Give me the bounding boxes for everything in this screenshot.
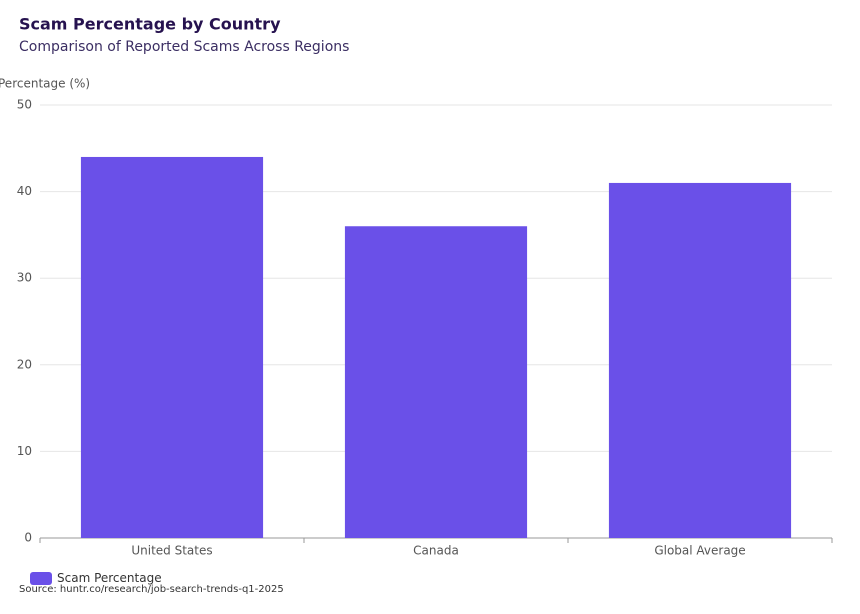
y-tick-label: 30 [17,271,32,285]
y-tick-label: 40 [17,184,32,198]
x-tick-label: Global Average [654,544,745,558]
legend-swatch [30,572,52,585]
bar [608,182,792,538]
legend-label: Scam Percentage [57,571,162,585]
chart-subtitle: Comparison of Reported Scams Across Regi… [19,39,349,55]
y-tick-label: 0 [24,531,32,545]
bar [344,226,528,539]
x-tick-label: United States [131,544,212,558]
bar [80,156,264,538]
source: Source: huntr.co/research/job-search-tre… [19,584,284,595]
y-tick-label: 50 [17,98,32,112]
y-tick-label: 10 [17,444,32,458]
y-axis-label: Percentage (%) [0,77,90,91]
chart-title: Scam Percentage by Country [19,15,281,34]
y-tick-label: 20 [17,357,32,371]
x-tick-label: Canada [413,544,459,558]
